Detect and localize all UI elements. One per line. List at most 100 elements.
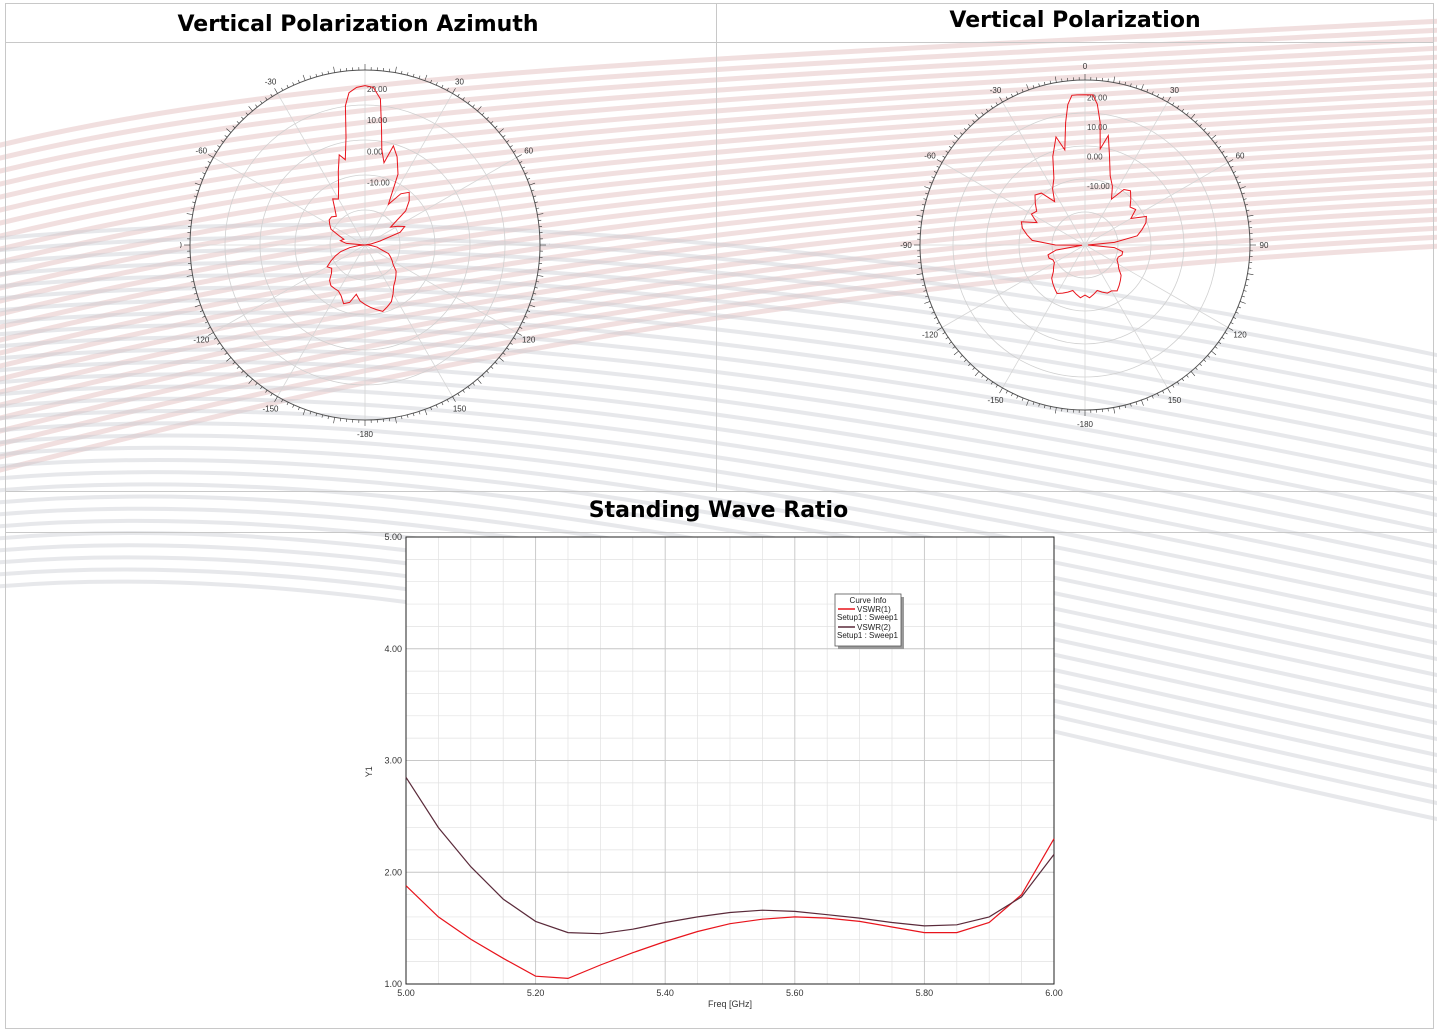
angle-tick: [190, 207, 194, 209]
angle-tick: [534, 201, 538, 203]
angle-tick: [1135, 401, 1138, 405]
angle-tick: [1124, 405, 1126, 409]
angle-tick: [202, 172, 206, 175]
angle-tick: [232, 125, 236, 129]
angle-tick: [193, 195, 197, 198]
legend-title: Curve Info: [850, 596, 887, 605]
angle-tick: [1227, 159, 1234, 163]
angle-tick: [441, 84, 444, 88]
angle-tick: [986, 378, 989, 382]
angle-tick: [236, 121, 240, 124]
angle-tick: [1233, 171, 1237, 173]
angle-tick: [1230, 165, 1234, 168]
angle-tick: [298, 407, 300, 411]
angle-tick: [1151, 395, 1154, 399]
angle-tick: [925, 295, 929, 298]
angle-tick: [1224, 332, 1228, 335]
angle-tick: [1021, 89, 1024, 93]
angle-label: -90: [180, 241, 182, 250]
angle-tick: [1181, 378, 1184, 382]
angle-tick: [1026, 84, 1029, 91]
angle-tick: [1016, 395, 1019, 399]
angle-tick: [494, 361, 498, 365]
angle-label: -180: [357, 430, 374, 439]
angle-tick: [1038, 403, 1040, 407]
angle-tick: [1199, 363, 1202, 367]
legend-entry-sub: Setup1 : Sweep1: [837, 613, 898, 622]
angle-tick: [1119, 80, 1121, 84]
angle-tick: [531, 189, 535, 192]
angle-tick: [995, 384, 998, 388]
angle-tick: [502, 135, 506, 138]
angle-tick: [226, 357, 232, 362]
angle-tick: [260, 100, 263, 104]
angle-tick: [1172, 102, 1175, 106]
top-left-title: Vertical Polarization Azimuth: [177, 12, 539, 37]
angle-tick: [255, 104, 258, 108]
angle-label: -90: [900, 241, 912, 250]
angle-tick: [509, 342, 513, 345]
angle-tick: [1177, 105, 1180, 109]
angle-label: -120: [193, 336, 210, 345]
angle-tick: [1119, 406, 1121, 410]
grid-spoke: [364, 157, 517, 246]
angle-tick: [494, 125, 498, 129]
angle-tick: [968, 363, 971, 367]
angle-tick: [241, 370, 244, 374]
angle-tick: [923, 198, 927, 200]
angle-tick: [430, 407, 432, 411]
angle-tick: [204, 321, 208, 324]
angle-tick: [401, 70, 403, 74]
angle-tick: [195, 298, 199, 301]
angle-tick: [524, 315, 528, 318]
angle-tick: [513, 150, 517, 153]
radial-label: 10.00: [367, 116, 388, 125]
angle-tick: [537, 275, 544, 277]
angle-tick: [995, 102, 998, 106]
angle-tick: [1245, 284, 1249, 286]
grid-spoke: [941, 162, 1086, 246]
angle-tick: [208, 154, 214, 158]
angle-tick: [502, 352, 506, 355]
angle-tick: [527, 178, 531, 180]
angle-tick: [286, 84, 289, 88]
angle-tick: [248, 378, 253, 384]
angle-tick: [1130, 83, 1132, 87]
angle-tick: [920, 209, 924, 211]
angle-tick: [929, 181, 933, 184]
angle-tick: [186, 213, 193, 215]
radial-label: 20.00: [367, 85, 388, 94]
angle-tick: [924, 186, 931, 189]
angle-tick: [220, 347, 224, 350]
angle-tick: [302, 74, 306, 81]
angle-tick: [923, 290, 927, 292]
angle-tick: [1130, 403, 1132, 407]
angle-tick: [953, 350, 959, 356]
radial-label: 0.00: [367, 147, 383, 156]
angle-tick: [1038, 83, 1040, 87]
angle-tick: [226, 128, 232, 133]
angle-tick: [1157, 393, 1159, 397]
angle-tick: [424, 409, 428, 416]
angle-tick: [333, 417, 335, 424]
angle-tick: [972, 367, 975, 371]
angle-tick: [407, 72, 409, 76]
angle-label: 120: [522, 336, 536, 345]
angle-tick: [412, 73, 415, 77]
radial-label: -10.00: [1087, 182, 1110, 191]
angle-tick: [435, 82, 438, 86]
angle-label: -150: [987, 396, 1004, 405]
angle-tick: [933, 171, 937, 173]
angle-tick: [1243, 290, 1247, 292]
angle-tick: [916, 215, 923, 217]
angle-tick: [220, 140, 224, 143]
angle-tick: [924, 301, 931, 304]
angle-tick: [519, 161, 523, 164]
angle-tick: [1177, 381, 1180, 385]
angle-tick: [1247, 215, 1254, 217]
angle-tick: [1113, 407, 1115, 414]
angle-tick: [921, 204, 925, 206]
angle-tick: [925, 192, 929, 195]
angle-tick: [1186, 374, 1189, 378]
angle-label: 60: [524, 147, 533, 156]
